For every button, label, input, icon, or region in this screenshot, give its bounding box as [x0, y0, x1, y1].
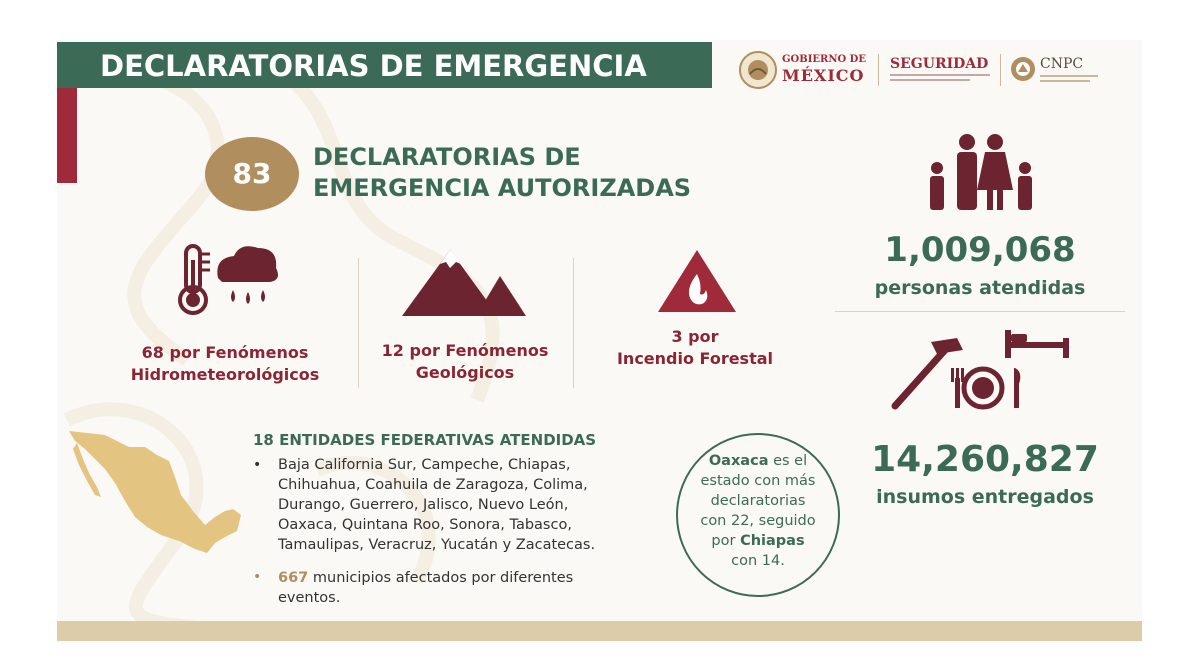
municipios-bullet: •: [253, 569, 262, 585]
category-divider: [573, 258, 574, 388]
people-label: personas atendidas: [874, 277, 1086, 299]
highlight-state-oaxaca: Oaxaca: [708, 453, 769, 469]
mexico-map-icon: [69, 431, 241, 553]
municipios-line: eventos.: [278, 590, 341, 606]
summary-title-line1: DECLARATORIAS DE: [313, 143, 581, 171]
fire-warning-icon: [658, 250, 736, 312]
category-line: 3 por: [671, 327, 719, 346]
highlight-line: estado con más: [700, 473, 816, 489]
stats-divider: [835, 311, 1125, 312]
category-line: Hidrometeorológicos: [130, 365, 320, 384]
highlight-text: es el: [768, 453, 808, 469]
highlight-line: con 22, seguido: [700, 513, 816, 529]
cnpc-subtitle-line: [1040, 75, 1098, 77]
accent-side-bar: [57, 88, 77, 183]
supplies-label: insumos entregados: [876, 486, 1094, 508]
logo-divider: [1000, 54, 1001, 86]
logos-strip: GOBIERNO DE MÉXICO SEGURIDAD CNPC: [738, 48, 1108, 92]
cnpc-label: CNPC: [1040, 56, 1084, 72]
coat-of-arms-icon: [739, 51, 777, 89]
entities-title: 18 ENTIDADES FEDERATIVAS ATENDIDAS: [253, 431, 597, 449]
highlight-line: por Chiapas: [676, 532, 840, 551]
states-line: Durango, Guerrero, Jalisco, Nuevo León,: [278, 497, 569, 513]
category-line: 68 por Fenómenos: [141, 343, 309, 362]
municipios-line: 667 municipios afectados por diferentes: [278, 569, 573, 587]
mountain-icon: [402, 250, 526, 316]
cnpc-emblem-icon: [1011, 57, 1035, 81]
gobierno-label: GOBIERNO DE: [782, 54, 866, 65]
states-line: Oaxaca, Quintana Roo, Sonora, Tabasco,: [278, 517, 572, 533]
highlight-text: por: [711, 533, 741, 549]
family-icon: [930, 134, 1032, 210]
seguridad-subtitle-line: [890, 79, 970, 81]
mexico-label: MÉXICO: [782, 66, 865, 85]
people-count: 1,009,068: [884, 230, 1076, 270]
states-line: Baja California Sur, Campeche, Chiapas,: [278, 457, 571, 473]
highlight-circle: [676, 433, 840, 597]
highlight-state-chiapas: Chiapas: [740, 533, 805, 549]
bottom-band: [57, 621, 1142, 641]
municipios-count: 667: [278, 570, 309, 586]
category-line: Geológicos: [415, 363, 515, 382]
states-line: Tamaulipas, Veracruz, Yucatán y Zacateca…: [278, 537, 596, 553]
municipios-text: municipios afectados por diferentes: [308, 570, 574, 586]
category-line: Incendio Forestal: [616, 349, 774, 368]
title-bar: [57, 42, 712, 88]
logo-divider: [878, 54, 879, 86]
total-count-badge: 83: [205, 137, 299, 211]
supplies-icon: [891, 330, 1069, 410]
highlight-line: Oaxaca es el: [676, 452, 840, 471]
states-bullet: •: [253, 457, 262, 473]
category-line: 12 por Fenómenos: [381, 341, 549, 360]
states-line: Chihuahua, Coahuila de Zaragoza, Colima,: [278, 477, 588, 493]
highlight-line: con 14.: [731, 553, 785, 569]
cnpc-subtitle-line: [1040, 80, 1090, 82]
rain-thermometer-icon: [178, 244, 278, 315]
seguridad-label: SEGURIDAD: [890, 56, 989, 72]
highlight-line: declaratorias: [710, 493, 806, 509]
page-title: DECLARATORIAS DE EMERGENCIA: [100, 49, 647, 83]
category-divider: [358, 258, 359, 388]
supplies-count: 14,260,827: [871, 439, 1099, 480]
summary-title-line2: EMERGENCIA AUTORIZADAS: [313, 174, 692, 202]
seguridad-subtitle-line: [890, 74, 990, 76]
